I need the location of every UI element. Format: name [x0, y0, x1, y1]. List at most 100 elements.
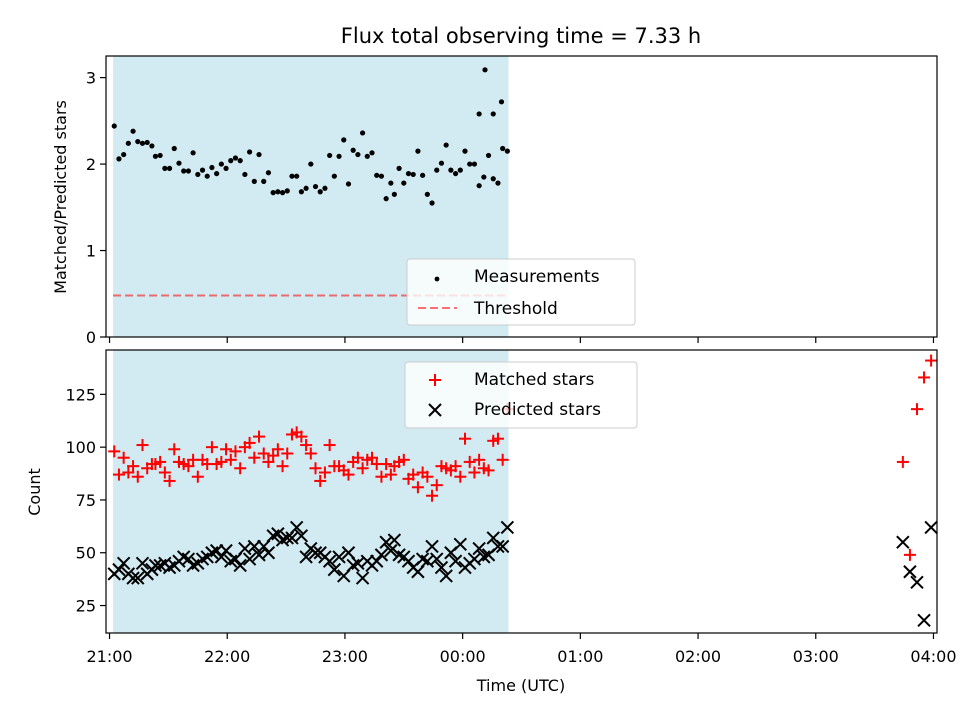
matched-star-point	[468, 466, 481, 479]
measurement-point	[498, 99, 505, 105]
top-axes-frame	[105, 55, 938, 338]
measurement-point	[336, 153, 342, 159]
matched-star-point	[168, 443, 181, 456]
matched-star-point	[108, 445, 121, 458]
matched-star-point	[304, 447, 317, 460]
bottom-legend-box	[404, 361, 638, 429]
measurement-point	[476, 111, 482, 117]
predicted-star-point	[387, 533, 402, 547]
predicted-star-point	[209, 543, 224, 558]
measurement-point	[490, 176, 496, 182]
matched-star-point	[262, 455, 275, 468]
measurement-point	[434, 167, 440, 173]
measurement-point	[242, 171, 248, 178]
matched-star-point	[127, 460, 140, 473]
top-ytick-label: 1	[86, 242, 96, 261]
matched-star-point	[229, 445, 242, 458]
measurement-point	[471, 161, 478, 167]
matched-star-point	[910, 403, 923, 416]
predicted-star-point	[910, 575, 924, 590]
measurement-point	[438, 160, 445, 166]
measurement-point	[369, 150, 375, 156]
measurement-point	[289, 173, 295, 179]
top-x-ticks	[108, 337, 935, 343]
predicted-star-point	[233, 558, 247, 573]
predicted-star-point	[453, 537, 468, 552]
predicted-star-point	[917, 613, 931, 628]
xtick-label: 00:00	[440, 647, 486, 666]
matched-star-point	[318, 466, 331, 479]
bottom-y-ticks: 25 50 75 100 125	[65, 385, 106, 616]
matched-star-point	[459, 432, 472, 445]
matched-star-point	[191, 470, 204, 483]
measurement-point	[415, 148, 421, 154]
top-y-ticks: 0 1 2 3	[86, 69, 106, 347]
top-legend-box	[406, 258, 636, 326]
measurement-point	[378, 173, 385, 179]
predicted-star-point	[299, 550, 313, 564]
measurement-point	[284, 188, 290, 194]
predicted-star-point	[308, 546, 323, 560]
matched-star-point	[257, 447, 270, 460]
bottom-ytick-label: 100	[65, 438, 96, 457]
xtick-label: 02:00	[675, 647, 721, 666]
predicted-star-point	[491, 539, 505, 554]
matched-star-point	[253, 430, 266, 443]
predicted-star-point	[425, 539, 439, 554]
measurement-point	[485, 152, 492, 159]
measurement-point	[265, 170, 272, 176]
matched-star-point	[276, 460, 289, 473]
matched-star-point	[300, 439, 313, 452]
matched-star-point	[281, 447, 294, 460]
measurement-point	[125, 140, 131, 146]
matched-star-point	[351, 451, 364, 464]
measurement-point	[303, 185, 309, 191]
predicted-star-point	[135, 556, 150, 571]
predicted-star-point	[247, 539, 262, 554]
predicted-star-point	[500, 520, 515, 535]
top-ytick-label: 0	[86, 328, 96, 347]
measurement-point	[275, 189, 281, 195]
predicted-star-point	[896, 535, 910, 549]
measurement-point	[149, 143, 155, 149]
xtick-label: 01:00	[557, 647, 603, 666]
xtick-label: 22:00	[204, 647, 250, 666]
measurement-point	[420, 172, 426, 178]
matched-star-point	[454, 470, 467, 483]
measurement-point	[111, 123, 117, 129]
measurement-point	[490, 111, 496, 117]
measurement-point	[317, 189, 323, 195]
measurement-point	[228, 158, 234, 164]
predicted-star-point	[126, 571, 140, 585]
predicted-star-point	[332, 550, 346, 564]
bottom-ytick-label: 50	[76, 544, 96, 563]
measurement-point	[261, 178, 267, 184]
measurement-point	[294, 173, 300, 179]
matched-star-point	[234, 462, 247, 475]
top-ytick-label: 2	[86, 155, 96, 174]
legend-matched-marker	[429, 374, 441, 386]
matched-star-point	[323, 439, 336, 452]
matched-star-point	[205, 441, 218, 454]
matched-star-point	[421, 470, 434, 483]
matched-star-point	[136, 439, 149, 452]
matched-star-point	[896, 455, 909, 468]
matched-star-point	[407, 468, 420, 481]
measurement-point	[327, 152, 333, 159]
matched-star-point	[271, 443, 284, 456]
matched-star-point	[473, 453, 486, 466]
measurement-point	[171, 145, 177, 152]
measurement-point	[152, 153, 159, 159]
measurement-point	[214, 170, 220, 177]
matched-star-point	[117, 451, 130, 464]
measurement-point	[247, 149, 253, 155]
measurement-point	[298, 189, 304, 195]
measurement-point	[504, 148, 510, 154]
measurement-point	[116, 156, 122, 162]
bottom-legend: Matched stars Predicted stars	[404, 361, 638, 429]
top-legend: Measurements Threshold	[406, 258, 636, 326]
measurement-point	[270, 190, 276, 196]
matched-star-point	[243, 436, 256, 449]
matched-star-point	[426, 489, 439, 502]
